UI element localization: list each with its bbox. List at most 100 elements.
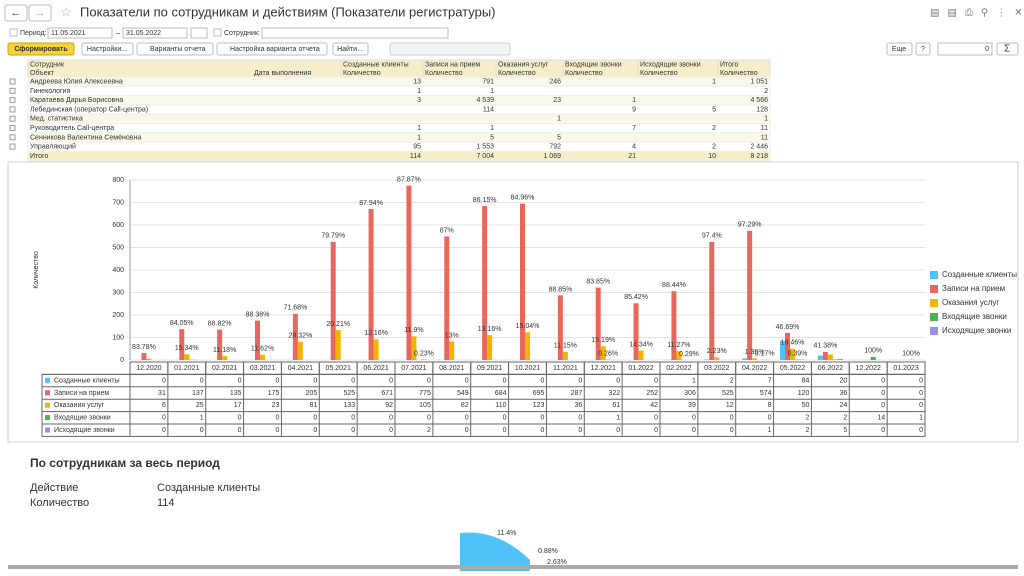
table-cell: Андреева Юлия Алексеевна xyxy=(30,79,123,86)
bar xyxy=(558,295,563,360)
table-cell: Мед. статистика xyxy=(30,116,83,123)
bar xyxy=(671,291,676,360)
table-cell: 128 xyxy=(756,106,768,113)
data-table-value: 0 xyxy=(465,415,469,422)
percent-label: 46.69% xyxy=(776,324,800,331)
pie-label: 0.88% xyxy=(538,548,558,555)
x-tick-label: 03.2022 xyxy=(704,365,729,372)
table-row xyxy=(28,86,770,95)
data-table-value: 0 xyxy=(351,415,355,422)
percent-label: 87% xyxy=(440,227,454,234)
table-cell: 3 xyxy=(417,97,421,104)
percent-label: 88.44% xyxy=(662,282,686,289)
percent-label: 79.79% xyxy=(321,233,345,240)
back-icon: ← xyxy=(11,7,22,19)
icon-buttons[interactable] xyxy=(390,43,510,55)
favorite-icon[interactable]: ☆ xyxy=(60,4,72,19)
y-tick-label: 800 xyxy=(112,177,124,184)
data-table-value: 1 xyxy=(768,427,772,434)
expand-button[interactable] xyxy=(10,116,15,121)
table-cell: 1 069 xyxy=(543,153,561,160)
x-tick-label: 04.2022 xyxy=(742,365,767,372)
data-table-swatch xyxy=(45,428,50,433)
data-table-value: 0 xyxy=(768,415,772,422)
date-to: 31.05.2022 xyxy=(126,30,161,37)
table-cell: 13 xyxy=(413,79,421,86)
expand-button[interactable] xyxy=(10,79,15,84)
data-table-value: 110 xyxy=(495,402,506,409)
legend-swatch xyxy=(930,327,938,335)
percent-label: 0.39% xyxy=(788,350,808,357)
data-table-value: 23 xyxy=(272,402,280,409)
x-tick-label: 06.2021 xyxy=(363,365,388,372)
data-table-value: 24 xyxy=(839,402,847,409)
employee-input[interactable] xyxy=(262,28,448,38)
data-table-value: 1 xyxy=(616,415,620,422)
period-select-button[interactable] xyxy=(191,28,207,38)
table-cell: 7 xyxy=(632,125,636,132)
x-tick-label: 04.2021 xyxy=(288,365,313,372)
data-table-value: 0 xyxy=(919,427,923,434)
table-cell: 2 xyxy=(764,88,768,95)
table-cell: 1 553 xyxy=(476,144,494,151)
table-cell: 1 xyxy=(557,116,561,123)
percent-label: 87.94% xyxy=(359,200,383,207)
data-table-value: 123 xyxy=(533,402,545,409)
data-table-value: 0 xyxy=(730,415,734,422)
bar xyxy=(634,303,639,360)
percent-label: 71.68% xyxy=(283,305,307,312)
table-cell: Итого xyxy=(30,153,48,160)
bar xyxy=(444,236,449,360)
data-table-swatch xyxy=(45,390,50,395)
expand-button[interactable] xyxy=(10,98,15,103)
data-table-value: 306 xyxy=(684,390,696,397)
expand-button[interactable] xyxy=(10,88,15,93)
employee-checkbox[interactable] xyxy=(214,29,221,36)
bar xyxy=(184,354,189,360)
percent-label: 12.16% xyxy=(364,330,388,337)
table-cell: 4 566 xyxy=(750,97,768,104)
table-cell: 791 xyxy=(482,79,494,86)
table-cell: 5 xyxy=(712,106,716,113)
x-tick-label: 02.2021 xyxy=(212,365,237,372)
data-table-value: 0 xyxy=(465,377,469,384)
expand-button[interactable] xyxy=(10,144,15,149)
counter-input[interactable] xyxy=(938,43,992,55)
bar xyxy=(260,355,265,360)
data-table-value: 42 xyxy=(650,402,658,409)
data-table-series: Исходящие звонки xyxy=(54,427,115,434)
data-table-value: 2 xyxy=(806,415,810,422)
table-cell: Руководитель Call-центра xyxy=(30,125,114,132)
expand-button[interactable] xyxy=(10,126,15,131)
expand-button[interactable] xyxy=(10,135,15,140)
bar xyxy=(520,204,525,360)
data-table-value: 0 xyxy=(276,427,280,434)
data-table-value: 14 xyxy=(877,415,885,422)
data-table-value: 0 xyxy=(578,415,582,422)
data-table-value: 36 xyxy=(574,402,582,409)
data-table-value: 6 xyxy=(162,402,166,409)
data-table-value: 2 xyxy=(427,427,431,434)
percent-label: 0.26% xyxy=(598,351,618,358)
data-table-value: 0 xyxy=(919,390,923,397)
data-table-value: 135 xyxy=(230,390,242,397)
variants-label: Варианты отчета xyxy=(150,46,206,53)
percent-label: 11.62% xyxy=(251,346,274,353)
data-table-value: 0 xyxy=(465,427,469,434)
table-cell: Сенникова Валентина Семёновна xyxy=(30,134,141,141)
period-checkbox[interactable] xyxy=(10,29,17,36)
data-table-value: 0 xyxy=(503,427,507,434)
data-table-value: 2 xyxy=(843,415,847,422)
data-table-value: 39 xyxy=(688,402,696,409)
percent-label: 85.42% xyxy=(624,294,648,301)
x-tick-label: 02.2022 xyxy=(666,365,691,372)
table-row xyxy=(28,142,770,151)
data-table-value: 0 xyxy=(276,415,280,422)
x-tick-label: 01.2022 xyxy=(628,365,653,372)
data-table-value: 0 xyxy=(881,402,885,409)
window-icons: ▤▤⎙⚲⋮✕ xyxy=(930,8,1024,19)
bar xyxy=(298,342,303,360)
bar xyxy=(146,359,151,360)
expand-button[interactable] xyxy=(10,107,15,112)
table-cell: Гинекология xyxy=(30,88,70,95)
